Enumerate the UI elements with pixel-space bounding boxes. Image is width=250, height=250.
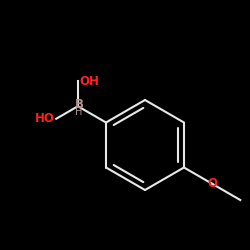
- Text: O: O: [207, 177, 217, 190]
- Text: OH: OH: [79, 75, 99, 88]
- Text: H: H: [76, 107, 83, 117]
- Text: HO: HO: [35, 112, 55, 125]
- Text: B: B: [75, 98, 84, 111]
